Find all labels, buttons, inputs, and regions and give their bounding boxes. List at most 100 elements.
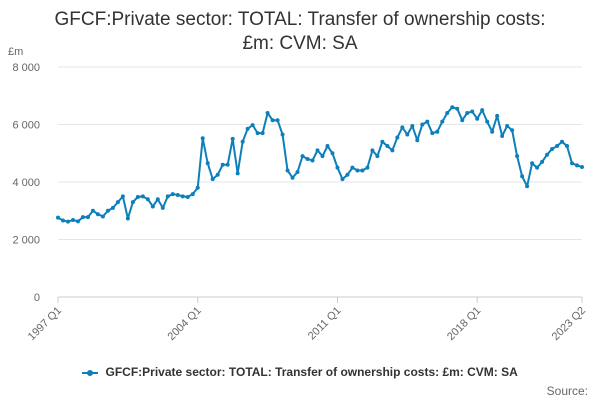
data-point [245, 126, 250, 131]
data-point [140, 194, 145, 199]
data-point [220, 162, 225, 167]
data-point [200, 136, 205, 141]
data-point [260, 131, 265, 136]
data-point [85, 215, 90, 220]
series [56, 105, 584, 224]
data-point [305, 157, 310, 161]
data-point [235, 171, 240, 176]
data-point [355, 168, 360, 173]
data-point [210, 177, 215, 182]
data-point [560, 139, 565, 144]
data-point [340, 177, 345, 182]
data-point [485, 119, 490, 124]
x-tick-label: 2011 Q1 [306, 305, 344, 343]
data-point [405, 132, 410, 137]
data-point [125, 216, 130, 221]
data-point [175, 192, 180, 197]
data-point [570, 161, 575, 166]
data-point [130, 200, 135, 205]
data-point [335, 165, 340, 170]
data-point [565, 144, 570, 149]
data-point [310, 158, 315, 163]
data-point [60, 218, 65, 223]
data-point [315, 148, 320, 153]
data-point [365, 165, 370, 170]
x-tick-label: 2018 Q1 [445, 305, 483, 343]
data-point [325, 144, 330, 149]
data-point [445, 111, 450, 115]
data-point [580, 165, 584, 170]
data-point [225, 162, 230, 167]
data-point [535, 165, 540, 170]
series-line [57, 106, 583, 223]
data-point [165, 194, 170, 199]
data-point [70, 217, 75, 222]
chart-title-line-2: £m: CVM: SA [242, 33, 358, 54]
data-point [300, 154, 305, 159]
data-point [250, 123, 255, 128]
data-point [505, 123, 510, 128]
data-point [460, 118, 465, 123]
data-point [100, 214, 105, 219]
data-point [475, 116, 480, 121]
x-tick-label: 1997 Q1 [26, 305, 64, 343]
data-point [285, 168, 290, 173]
data-point [530, 161, 535, 166]
data-point [230, 136, 235, 141]
data-point [180, 194, 185, 199]
data-point [330, 151, 335, 156]
data-point [420, 122, 425, 127]
data-point [435, 129, 440, 134]
data-point [385, 144, 390, 149]
data-point [380, 139, 385, 144]
data-point [440, 119, 445, 124]
data-point [255, 131, 260, 136]
data-point [575, 163, 580, 168]
data-point [90, 208, 95, 213]
data-point [280, 132, 285, 137]
data-point [160, 205, 165, 210]
data-point [370, 148, 375, 153]
legend: GFCF:Private sector: TOTAL: Transfer of … [0, 365, 600, 379]
data-point [425, 119, 430, 124]
data-point [80, 215, 85, 220]
data-point [470, 109, 475, 114]
gridlines [58, 66, 582, 298]
data-point [520, 174, 525, 179]
data-point [95, 212, 100, 217]
data-point [170, 192, 175, 197]
data-point [395, 135, 400, 140]
data-point [550, 146, 555, 151]
data-point [270, 118, 275, 123]
data-point [135, 194, 140, 199]
x-tick-label: 2023 Q2 [550, 305, 588, 343]
data-point [290, 175, 295, 180]
data-point [345, 172, 350, 177]
data-point [185, 194, 190, 199]
y-tick-label: 6 000 [12, 120, 40, 132]
data-point [455, 106, 460, 111]
axes: 0 2 000 4 000 6 000 8 000 1997 Q1 2004 Q1 2011 … [12, 62, 588, 343]
data-point [320, 154, 325, 159]
chart-title-line-1: GFCF:Private sector: TOTAL: Transfer of … [54, 9, 546, 30]
data-point [56, 215, 60, 220]
data-point [145, 197, 150, 202]
data-point [265, 111, 270, 115]
data-point [275, 118, 280, 123]
data-point [115, 200, 120, 205]
data-point [500, 134, 505, 138]
data-point [295, 169, 300, 174]
data-point [195, 185, 200, 190]
data-point [450, 105, 455, 110]
data-point [75, 219, 80, 224]
data-point [540, 159, 545, 164]
legend-swatch [82, 369, 99, 376]
data-point [190, 192, 195, 197]
data-point [390, 148, 395, 153]
data-point [495, 113, 500, 118]
data-point [120, 194, 125, 199]
data-point [240, 139, 245, 144]
data-point [105, 208, 110, 213]
data-point [215, 172, 220, 177]
